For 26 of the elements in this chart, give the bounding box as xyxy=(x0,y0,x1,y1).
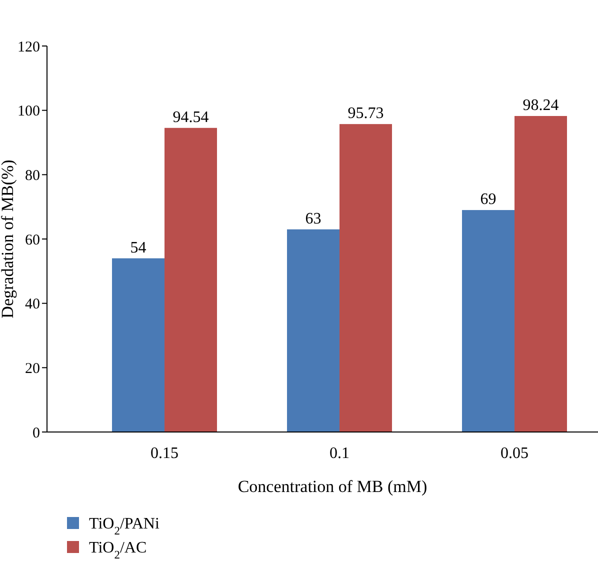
x-axis-title: Concentration of MB (mM) xyxy=(238,477,428,496)
y-tick-label: 60 xyxy=(25,232,40,248)
x-tick-label: 0.1 xyxy=(330,445,350,462)
y-tick-label: 0 xyxy=(32,425,40,442)
y-tick-label: 80 xyxy=(25,168,40,184)
legend-label: TiO$_{2}$/PANi xyxy=(89,516,160,538)
y-tick-label: 20 xyxy=(25,360,40,377)
y-tick-label: 100 xyxy=(18,104,40,120)
bar xyxy=(340,124,392,432)
data-label: 94.54 xyxy=(172,108,209,126)
data-label: 95.73 xyxy=(348,105,384,122)
bar xyxy=(462,210,514,432)
x-tick-label: 0.15 xyxy=(150,445,178,462)
bar xyxy=(287,229,340,432)
legend-label: TiO$_{2}$/AC xyxy=(89,540,147,562)
data-label: 69 xyxy=(480,191,496,208)
x-tick-label: 0.05 xyxy=(500,445,528,462)
bar xyxy=(112,258,164,432)
data-label: 54 xyxy=(130,239,146,256)
bar xyxy=(164,128,217,432)
y-tick-label: 40 xyxy=(25,296,40,313)
y-axis-title: Degradation of MB(%) xyxy=(0,160,17,318)
data-label: 98.24 xyxy=(522,96,559,114)
y-tick-label: 120 xyxy=(18,39,40,56)
data-label: 63 xyxy=(305,210,322,228)
bar xyxy=(514,116,567,432)
